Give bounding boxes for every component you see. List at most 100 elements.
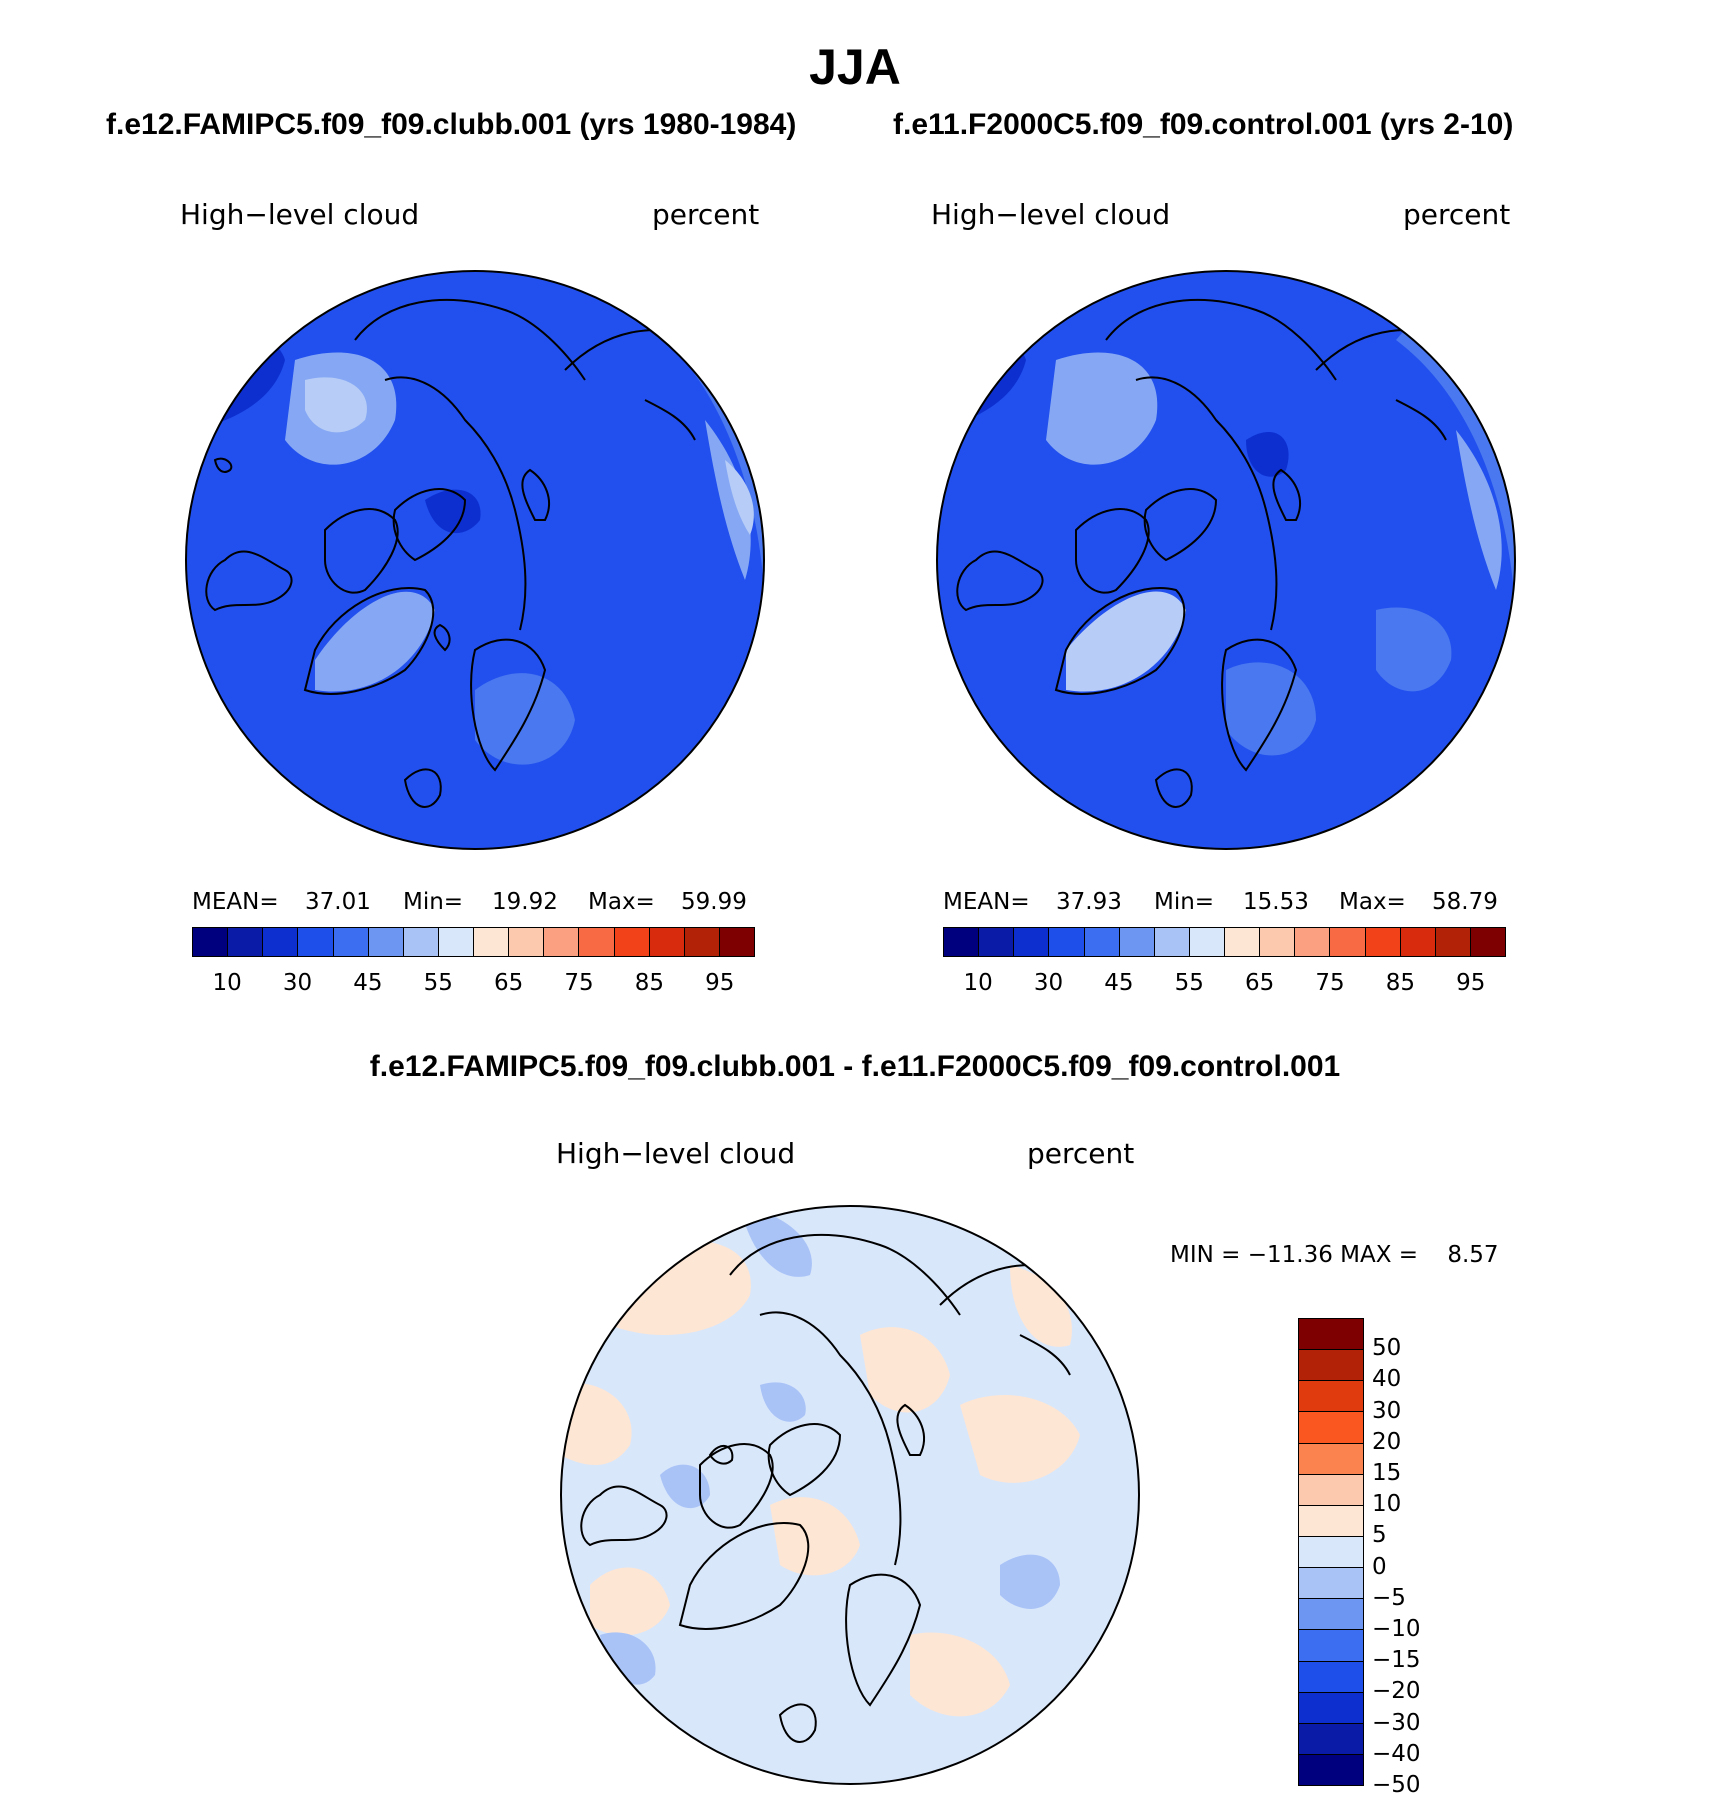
diff-field-region: [960, 1395, 1080, 1483]
panel-a-colorbar-box: [719, 928, 754, 956]
panel-b-field-region: [1066, 591, 1186, 692]
diff-field-region: [860, 1327, 950, 1413]
diff-colorbar-box: [1299, 1412, 1363, 1444]
diff-colorbar-tick-label: 5: [1372, 1522, 1387, 1549]
diff-colorbar-tick-label: 30: [1372, 1397, 1402, 1424]
diff-colorbar-tick-label: −30: [1372, 1709, 1421, 1736]
panel-a-colorbar-tick-label: 75: [564, 970, 594, 996]
diff-colorbar-tick-label: −40: [1372, 1740, 1421, 1767]
diff-colorbar-tick-label: 10: [1372, 1491, 1402, 1518]
diff-colorbar-tick-label: −20: [1372, 1678, 1421, 1705]
panel-b-colorbar-box: [1365, 928, 1401, 956]
panel-b-colorbar-box: [944, 928, 980, 956]
diff-field-region: [760, 1382, 806, 1422]
diff-colorbar-box: [1299, 1443, 1363, 1475]
panel-a-colorbar-box: [649, 928, 685, 956]
panel-b-colorbar-box: [1470, 928, 1505, 956]
panel-b-colorbar-box: [1154, 928, 1190, 956]
diff-colorbar-ticks: 50 40 30 20 15 10 5 0 −5 −10 −15 −20 −30 −40 −50: [1372, 1318, 1462, 1798]
panel-a-polar-map: [185, 270, 765, 850]
panel-a-field-region: [425, 489, 481, 534]
diff-colorbar-tick-label: −15: [1372, 1647, 1421, 1674]
panel-a-colorbar: [192, 927, 755, 957]
diff-colorbar-tick-label: −50: [1372, 1772, 1421, 1798]
panel-b-colorbar-box: [1400, 928, 1436, 956]
panel-b-polar-map: [936, 270, 1516, 850]
diff-field-region: [1000, 1554, 1060, 1609]
diff-colorbar-box: [1299, 1723, 1363, 1755]
diff-field-region: [561, 1383, 632, 1465]
panel-b-colorbar: [943, 927, 1506, 957]
panel-a-min-label: Min=: [403, 889, 464, 915]
panel-b-colorbar-box: [1084, 928, 1120, 956]
diff-colorbar-tick-label: 40: [1372, 1366, 1402, 1393]
diff-case-title: f.e12.FAMIPC5.f09_f09.clubb.001 - f.e11.…: [369, 1050, 1341, 1083]
diff-field-region: [1010, 1265, 1072, 1347]
diff-field-region: [600, 1632, 656, 1685]
panel-b-colorbar-box: [1435, 928, 1471, 956]
panel-b-colorbar-tick-label: 85: [1385, 970, 1416, 996]
diff-colorbar-tick-label: −10: [1372, 1616, 1421, 1642]
panel-b-colorbar-tick-label: 55: [1174, 970, 1204, 996]
panel-a-colorbar-tick-label: 95: [705, 970, 735, 996]
panel-a-mean-label: MEAN=: [192, 889, 279, 915]
panel-b-colorbar-box: [1260, 928, 1296, 956]
diff-units-label: percent: [1027, 1137, 1135, 1170]
diff-colorbar-box: [1299, 1692, 1363, 1724]
diff-colorbar-tick-label: −5: [1372, 1584, 1406, 1611]
panel-a-field-region: [475, 673, 575, 765]
diff-colorbar: [1298, 1318, 1364, 1786]
page-title: JJA: [809, 39, 901, 95]
panel-a-max-label: Max=: [588, 889, 655, 915]
panel-a-colorbar-tick-label: 85: [634, 970, 665, 996]
diff-field-region: [740, 1206, 812, 1277]
panel-b-mean-label: MEAN=: [943, 889, 1030, 915]
diff-colorbar-box: [1299, 1474, 1363, 1506]
diff-colorbar-box: [1299, 1381, 1363, 1413]
panel-b-colorbar-box: [1049, 928, 1085, 956]
panel-b-colorbar-box: [979, 928, 1015, 956]
diff-colorbar-tick-label: 20: [1372, 1428, 1402, 1455]
panel-b-field-region: [1226, 662, 1316, 756]
panel-b-max-label: Max=: [1339, 889, 1406, 915]
panel-a-colorbar-box: [193, 928, 229, 956]
panel-b-colorbar-tick-label: 75: [1315, 970, 1345, 996]
panel-a-colorbar-box: [579, 928, 615, 956]
panel-b-variable-label: High−level cloud: [931, 198, 1171, 231]
panel-a-colorbar-box: [228, 928, 264, 956]
panel-a-colorbar-box: [474, 928, 510, 956]
panel-a-field-region: [315, 591, 435, 692]
diff-colorbar-box: [1299, 1599, 1363, 1631]
panel-a-colorbar-box: [509, 928, 545, 956]
diff-field-region: [590, 1567, 670, 1636]
diff-colorbar-box: [1299, 1319, 1363, 1351]
panel-a-colorbar-box: [263, 928, 299, 956]
diff-colorbar-box: [1299, 1505, 1363, 1537]
panel-a-colorbar-box: [368, 928, 404, 956]
panel-b-map-border: [936, 270, 1516, 850]
panel-b-field-base: [937, 271, 1515, 849]
panel-b-case-title: f.e11.F2000C5.f09_f09.control.001 (yrs 2…: [893, 108, 1514, 141]
panel-b-min-value: 15.53: [1243, 889, 1309, 915]
panel-b-colorbar-box: [1014, 928, 1050, 956]
diff-colorbar-box: [1299, 1536, 1363, 1569]
panel-a-case-title: f.e12.FAMIPC5.f09_f09.clubb.001 (yrs 198…: [106, 108, 797, 141]
diff-colorbar-box: [1299, 1350, 1363, 1382]
panel-a-colorbar-tick-label: 10: [212, 970, 242, 996]
diff-colorbar-box: [1299, 1754, 1363, 1786]
panel-a-field-region: [725, 460, 754, 535]
panel-b-colorbar-box: [1225, 928, 1261, 956]
panel-b-colorbar-tick-label: 10: [963, 970, 993, 996]
panel-b-field-region: [1046, 352, 1158, 465]
diff-coastlines: [580, 1234, 1081, 1743]
diff-colorbar-box: [1299, 1630, 1363, 1662]
panel-b-field-region: [1456, 430, 1502, 590]
panel-a-colorbar-box: [298, 928, 334, 956]
panel-b-field-region: [1246, 431, 1289, 477]
diff-colorbar-tick-label: 0: [1372, 1553, 1387, 1580]
panel-b-colorbar-box: [1189, 928, 1225, 956]
diff-minmax-label: MIN = −11.36 MAX = 8.57: [1170, 1242, 1499, 1268]
panel-b-colorbar-tick-label: 45: [1104, 970, 1134, 996]
panel-b-colorbar-tick-label: 65: [1245, 970, 1275, 996]
diff-field-region: [910, 1632, 1010, 1717]
